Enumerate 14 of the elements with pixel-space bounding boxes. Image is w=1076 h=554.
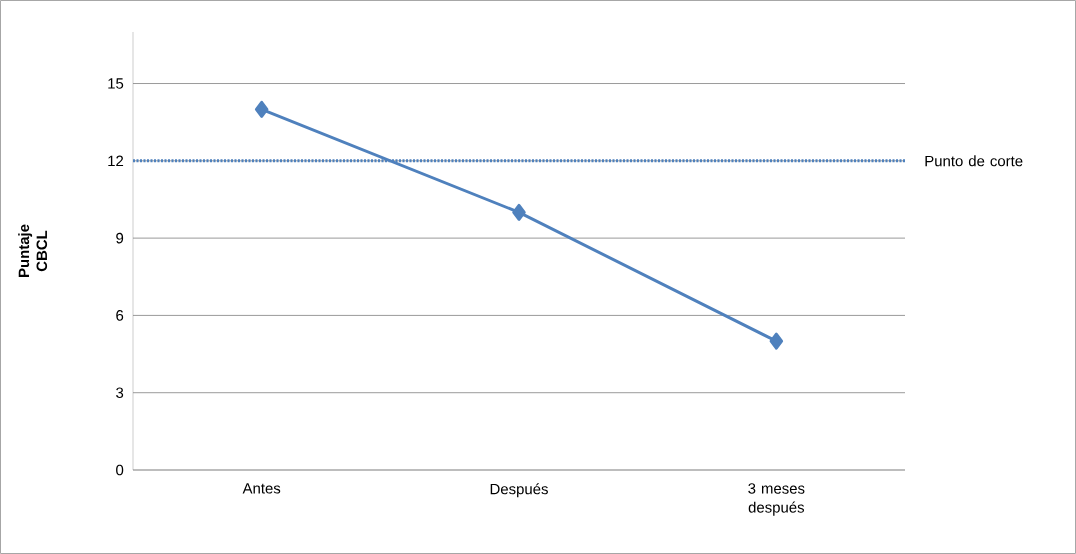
y-tick-label: 15 [108,78,124,89]
point [254,100,269,118]
ref-line-label: Punto de corte [925,155,1023,167]
y-tick-label: 0 [116,464,124,476]
point [512,203,526,221]
y-tick-label: 3 [116,387,124,398]
y-tick-label: 9 [116,232,124,244]
y-tick-label: 12 [108,155,124,167]
x-tick-label: Después [490,483,548,498]
point [769,332,784,350]
x-tick-label: Antes [242,483,281,494]
y-tick-label: 6 [116,310,124,321]
y-axis-title: Puntaje CBCL [18,224,48,277]
x-tick-label: 3 meses después [748,483,805,516]
